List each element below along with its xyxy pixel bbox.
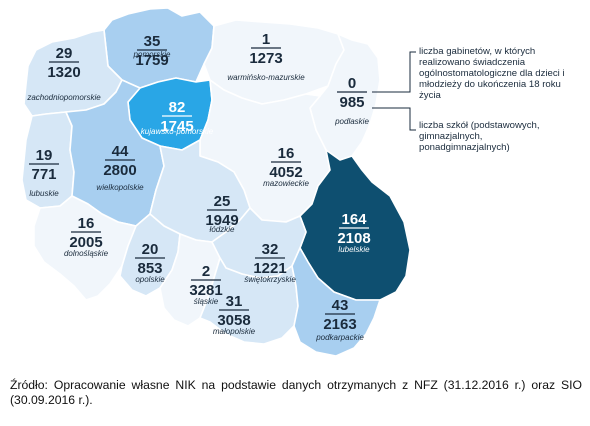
clinics-count: 164 [341, 211, 367, 228]
region-name: lubelskie [338, 245, 370, 254]
clinics-count: 29 [56, 45, 73, 62]
region-label-lubuskie: 19 771 lubuskie [29, 147, 59, 198]
region-name: łódzkie [210, 225, 235, 234]
region-name: mazowieckie [263, 179, 309, 188]
schools-count: 1320 [47, 64, 80, 81]
schools-count: 2005 [69, 234, 102, 251]
clinics-count: 16 [78, 215, 95, 232]
region-label-warminsko: 1 1273 warmińsko-mazurskie [227, 31, 305, 82]
clinics-count: 82 [169, 99, 186, 116]
region-name: opolskie [135, 275, 165, 284]
schools-count: 4052 [269, 164, 302, 181]
region-podkarpackie [291, 247, 381, 357]
schools-count: 1273 [249, 50, 282, 67]
clinics-count: 16 [278, 145, 295, 162]
region-label-podlaskie: 0 985 podlaskie [334, 75, 369, 126]
region-name: kujawsko-pomorskie [141, 127, 214, 136]
region-name: śląskie [194, 297, 219, 306]
region-dolnoslaskie [33, 195, 137, 301]
region-name: podlaskie [334, 117, 369, 126]
legend-bottom-label: liczba szkół (podstawowych, gimnazjalnyc… [419, 120, 540, 153]
clinics-count: 25 [214, 193, 231, 210]
schools-count: 985 [339, 94, 364, 111]
region-name: świętokrzyskie [244, 275, 296, 284]
clinics-count: 2 [202, 263, 210, 280]
region-name: wielkopolskie [96, 183, 144, 192]
region-name: małopolskie [213, 327, 256, 336]
legend-top-leader [372, 51, 416, 93]
clinics-count: 43 [332, 297, 349, 314]
schools-count: 771 [31, 166, 56, 183]
region-label-wielkopolskie: 44 2800 wielkopolskie [96, 143, 144, 192]
schools-count: 2800 [103, 162, 136, 179]
clinics-count: 0 [348, 75, 356, 92]
legend-leader-lines [372, 51, 416, 131]
clinics-count: 31 [226, 293, 243, 310]
clinics-count: 20 [142, 241, 159, 258]
legend-bottom-leader [372, 107, 416, 131]
schools-count: 1221 [253, 260, 286, 277]
schools-count: 2108 [337, 230, 370, 247]
clinics-count: 1 [262, 31, 270, 48]
region-name: lubuskie [29, 189, 59, 198]
regions-layer [21, 7, 411, 357]
clinics-count: 19 [36, 147, 53, 164]
region-name: dolnośląskie [64, 249, 109, 258]
schools-count: 1759 [135, 52, 168, 69]
region-label-zachodniopomorskie: 29 1320 zachodniopomorskie [26, 45, 101, 102]
region-name: podkarpackie [315, 333, 364, 342]
region-name: zachodniopomorskie [26, 93, 101, 102]
schools-count: 853 [137, 260, 162, 277]
schools-count: 1745 [160, 118, 193, 135]
schools-count: 2163 [323, 316, 356, 333]
schools-count: 3058 [217, 312, 250, 329]
clinics-count: 44 [112, 143, 129, 160]
clinics-count: 35 [144, 33, 161, 50]
schools-count: 1949 [205, 212, 238, 229]
region-name: warmińsko-mazurskie [227, 73, 305, 82]
legend-top-label: liczba gabinetów, w których realizowano … [419, 46, 565, 101]
source-note: Źródło: Opracowanie własne NIK na podsta… [10, 378, 582, 407]
region-warminsko [203, 19, 345, 105]
clinics-count: 32 [262, 241, 279, 258]
schools-count: 3281 [189, 282, 222, 299]
region-name: pomorskie [133, 50, 171, 59]
